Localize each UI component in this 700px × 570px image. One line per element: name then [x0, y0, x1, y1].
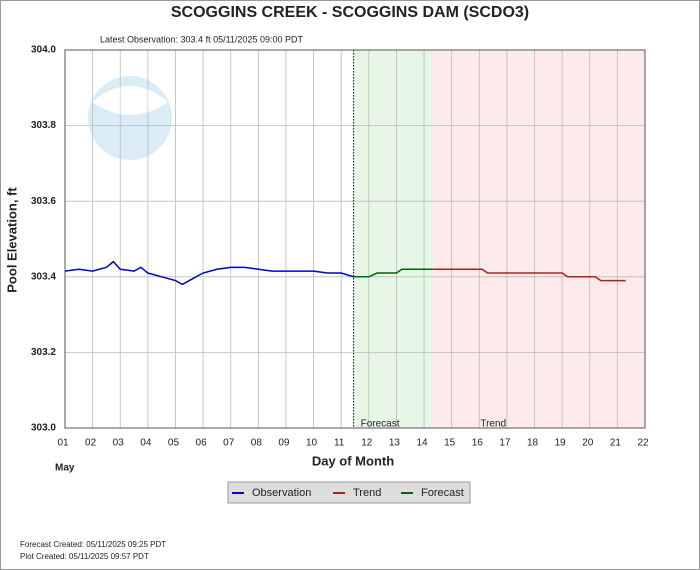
x-tick-label: 12 — [361, 438, 373, 449]
x-tick-label: 18 — [527, 438, 539, 449]
series-line — [432, 268, 626, 282]
x-tick-label: 06 — [196, 438, 208, 449]
x-tick-label: 13 — [389, 438, 401, 449]
x-tick-label: 19 — [555, 438, 567, 449]
x-tick-label: 01 — [57, 438, 69, 449]
region-label: Forecast — [361, 419, 400, 430]
logo — [88, 76, 172, 160]
series-line — [64, 260, 354, 286]
x-tick-label: 16 — [472, 438, 484, 449]
y-tick-label: 303.8 — [31, 120, 56, 131]
x-tick-label: 11 — [334, 438, 345, 449]
x-tick-label: 15 — [444, 438, 456, 449]
shaded-region — [432, 50, 645, 428]
x-tick-label: 10 — [306, 438, 318, 449]
y-tick-label: 303.6 — [31, 196, 56, 207]
series-line — [353, 268, 433, 278]
legend-label: Forecast — [421, 487, 464, 499]
x-tick-label: 02 — [85, 438, 97, 449]
y-tick-label: 303.2 — [31, 347, 56, 358]
legend-label: Observation — [252, 487, 311, 499]
x-tick-label: 22 — [637, 438, 649, 449]
x-axis-label: Day of Month — [312, 453, 394, 468]
y-axis-label: Pool Elevation, ft — [4, 187, 19, 293]
y-tick-label: 303.0 — [31, 423, 56, 434]
plot-border — [64, 49, 646, 429]
subtitle: Latest Observation: 303.4 ft 05/11/2025 … — [100, 34, 303, 44]
y-tick-label: 303.4 — [31, 271, 56, 282]
x-tick-label: 17 — [499, 438, 511, 449]
legend — [227, 481, 471, 504]
x-tick-label: 03 — [113, 438, 125, 449]
footer-text: Plot Created: 05/11/2025 09:57 PDT — [20, 552, 149, 561]
x-sublabel: May — [55, 463, 75, 474]
y-tick-label: 304.0 — [31, 45, 56, 56]
region-label: Trend — [480, 419, 506, 430]
plot-area: Forecast Trend — [64, 49, 646, 430]
chart-title: SCOGGINS CREEK - SCOGGINS DAM (SCDO3) — [171, 4, 529, 21]
x-tick-label: 07 — [223, 438, 235, 449]
footer-text: Forecast Created: 05/11/2025 09:25 PDT — [20, 540, 166, 549]
legend-label: Trend — [353, 487, 381, 499]
x-tick-label: 08 — [251, 438, 263, 449]
x-tick-label: 14 — [416, 438, 428, 449]
x-tick-label: 21 — [610, 438, 622, 449]
x-tick-label: 05 — [168, 438, 180, 449]
x-tick-label: 09 — [278, 438, 290, 449]
x-tick-label: 04 — [140, 438, 152, 449]
shaded-region — [353, 50, 433, 428]
x-tick-label: 20 — [582, 438, 594, 449]
